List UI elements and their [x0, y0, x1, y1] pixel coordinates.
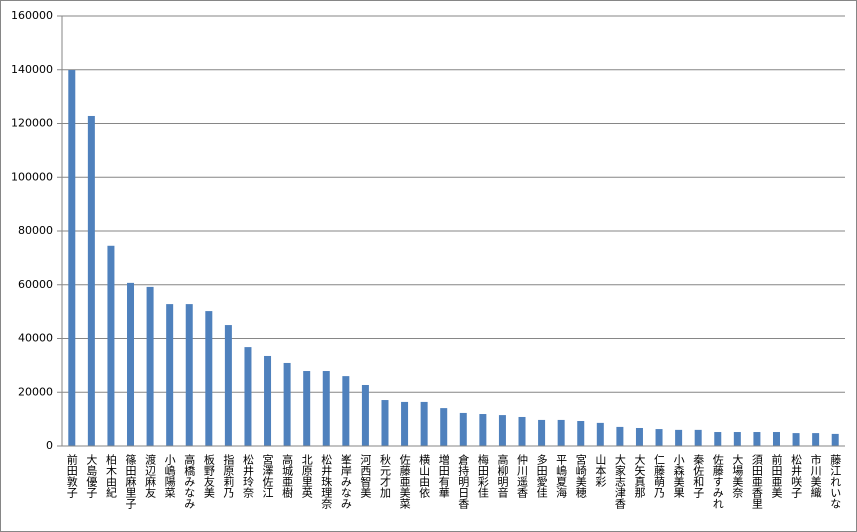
bar [68, 70, 76, 447]
x-tick-label: 梅田彩佳 [476, 453, 489, 498]
x-tick-label: 峯岸みなみ [339, 454, 352, 509]
bar [518, 416, 526, 446]
bar [420, 401, 428, 446]
y-tick-label: 60000 [18, 278, 53, 291]
bar [675, 429, 683, 446]
bar [224, 325, 232, 446]
x-tick-label: 大島優子 [85, 453, 98, 498]
x-tick-label: 佐藤亜美菜 [398, 453, 411, 510]
x-tick-label: 宮澤佐江 [261, 453, 274, 498]
x-tick-label: 河西智美 [359, 454, 372, 498]
bar [146, 286, 154, 446]
bar [87, 115, 95, 446]
bar [498, 415, 506, 446]
x-tick-label: 平嶋夏海 [555, 454, 568, 499]
bar [283, 362, 291, 446]
x-tick-label: 仁藤萌乃 [653, 454, 666, 499]
bar [714, 432, 722, 446]
y-tick-label: 20000 [18, 385, 53, 398]
x-tick-label: 小嶋陽菜 [163, 454, 176, 499]
y-tick-label: 40000 [18, 332, 53, 345]
x-tick-label: 高柳明音 [496, 453, 509, 499]
x-tick-label: 松井珠理奈 [320, 453, 333, 509]
bar [635, 427, 643, 446]
x-tick-label: 山本彩 [594, 454, 607, 488]
bar [440, 408, 448, 446]
x-tick-label: 指原莉乃 [222, 453, 235, 499]
bar [753, 432, 761, 446]
bar [361, 384, 369, 446]
x-tick-label: 大場美奈 [731, 453, 744, 498]
y-tick-label: 160000 [11, 9, 53, 22]
x-tick-label: 佐藤すみれ [711, 453, 724, 509]
x-tick-label: 宮崎美穂 [574, 453, 587, 499]
bar [831, 433, 839, 446]
bar [812, 433, 820, 446]
bar [616, 426, 624, 446]
x-tick-label: 市川美織 [809, 453, 822, 499]
x-tick-label: 秋元才加 [378, 453, 391, 499]
bar [596, 422, 604, 446]
bar [459, 412, 467, 446]
x-tick-label: 松井咲子 [790, 453, 803, 498]
x-tick-label: 松井玲奈 [241, 453, 254, 498]
x-tick-label: 高城亜樹 [281, 453, 294, 499]
bar [655, 429, 663, 446]
x-tick-label: 大家志津香 [613, 453, 626, 510]
x-tick-label: 横山由依 [418, 453, 431, 499]
bar [322, 371, 330, 446]
y-tick-label: 0 [46, 439, 53, 452]
x-tick-label: 高橋みなみ [183, 453, 196, 509]
bar [166, 304, 174, 446]
x-tick-label: 仲川遥香 [516, 453, 529, 499]
bar [479, 414, 487, 446]
x-tick-label: 柏木由紀 [104, 453, 117, 498]
bar [792, 433, 800, 446]
x-tick-label: 小森美果 [672, 454, 685, 499]
bar [538, 419, 546, 446]
bar [342, 376, 350, 446]
bar [381, 400, 389, 446]
bar [185, 304, 193, 446]
x-tick-label: 北原里英 [300, 454, 313, 499]
bar [577, 421, 585, 446]
bar [205, 311, 213, 446]
bar [264, 355, 272, 446]
x-tick-label: 須田亜香里 [750, 454, 763, 509]
x-tick-label: 大矢真那 [633, 453, 646, 498]
x-tick-label: 秦佐和子 [692, 453, 705, 498]
bar [401, 401, 409, 446]
bar [127, 282, 135, 446]
y-tick-label: 80000 [18, 224, 53, 237]
x-tick-label: 多田愛佳 [535, 453, 548, 498]
bar [694, 429, 702, 446]
x-tick-label: 篠田麻里子 [124, 453, 137, 509]
y-tick-label: 140000 [11, 63, 53, 76]
bar [107, 245, 115, 446]
x-tick-label: 板野友美 [202, 453, 215, 498]
bar [303, 371, 311, 446]
x-tick-label: 倉持明日香 [457, 453, 470, 510]
x-tick-label: 渡辺麻友 [144, 453, 157, 498]
y-tick-label: 100000 [11, 170, 53, 183]
bar [733, 432, 741, 446]
bar [557, 419, 565, 446]
bar [244, 347, 252, 446]
x-tick-label: 前田亜美 [770, 453, 783, 498]
y-tick-label: 120000 [11, 117, 53, 130]
x-tick-label: 藤江れいな [829, 454, 842, 509]
x-tick-label: 増田有華 [437, 454, 450, 498]
bar [772, 432, 780, 446]
x-tick-label: 前田敦子 [65, 453, 78, 498]
